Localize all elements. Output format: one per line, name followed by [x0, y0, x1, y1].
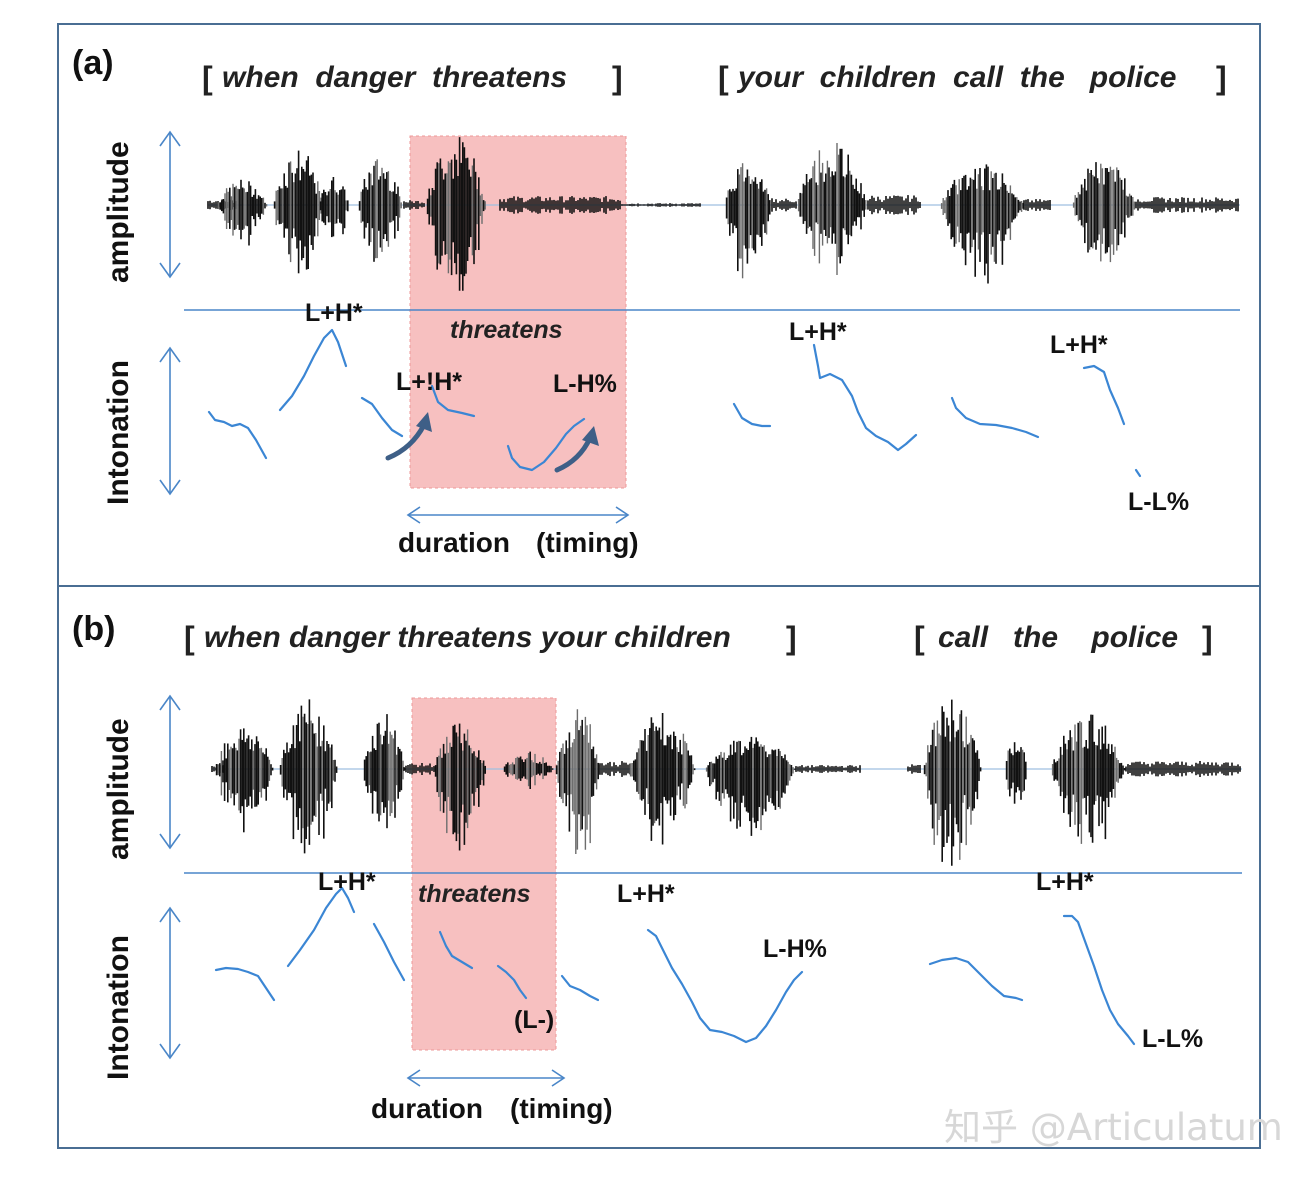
pitch-contours-a — [207, 328, 1142, 478]
phrase1-open-bracket: [ — [202, 60, 213, 96]
waveform-a — [207, 137, 1239, 291]
intonation-axis-label: Intonation — [102, 935, 135, 1080]
tone-label: L-L% — [1142, 1025, 1203, 1053]
timing-label: (timing) — [510, 1093, 613, 1124]
tone-label: L-H% — [763, 935, 827, 963]
watermark: 知乎 @Articulatum — [944, 1106, 1283, 1149]
panel-a-frame — [57, 23, 1261, 587]
tone-label: L+H* — [305, 299, 363, 327]
tone-label: L+H* — [1036, 868, 1094, 896]
highlight-region-threatens — [411, 697, 557, 1051]
phrase2-words: your children call the police — [736, 61, 1176, 94]
phrase1-words: when danger threatens your children — [204, 621, 731, 654]
panel-b: (b) [ when danger threatens your childre… — [57, 585, 1261, 1149]
phrase1-words: when danger threatens — [222, 61, 567, 94]
duration-arrow-b — [406, 1069, 566, 1087]
phrase1-close-bracket: ] — [786, 620, 797, 656]
highlight-word-label: threatens — [418, 880, 531, 908]
tone-label: L-L% — [1128, 488, 1189, 516]
tone-label: L+H* — [617, 880, 675, 908]
phrase2-open-bracket: [ — [914, 620, 925, 656]
phrase1-open-bracket: [ — [184, 620, 195, 656]
intonation-axis-label: Intonation — [102, 360, 135, 505]
intonation-axis-arrow — [159, 906, 181, 1060]
panel-a-label: (a) — [72, 44, 114, 82]
amplitude-axis-label: amplitude — [102, 718, 135, 860]
phrase1-close-bracket: ] — [612, 60, 623, 96]
highlight-word-label: threatens — [450, 316, 563, 344]
tone-label: L+H* — [318, 868, 376, 896]
phrase2-close-bracket: ] — [1202, 620, 1213, 656]
phrase2-close-bracket: ] — [1216, 60, 1227, 96]
tone-label: (L-) — [514, 1006, 554, 1034]
intonation-axis-arrow — [159, 346, 181, 496]
tone-label: L+H* — [1050, 331, 1108, 359]
tone-label: L+!H* — [396, 368, 462, 396]
amplitude-axis-label: amplitude — [102, 141, 135, 283]
phrase2-words: call the police — [938, 621, 1178, 654]
timing-label: (timing) — [536, 527, 639, 558]
phrase2-open-bracket: [ — [718, 60, 729, 96]
duration-arrow-a — [406, 506, 630, 524]
tone-label: L+H* — [789, 318, 847, 346]
pitch-contours-b — [214, 886, 1136, 1046]
waveform-b — [211, 699, 1241, 866]
panel-b-frame — [57, 585, 1261, 1149]
duration-label: duration — [371, 1093, 483, 1124]
tone-label: L-H% — [553, 370, 617, 398]
amplitude-axis-arrow — [159, 694, 181, 850]
panel-a: (a) [ when danger threatens ] [ your chi… — [57, 23, 1261, 587]
rise-arrows-a — [385, 412, 599, 473]
duration-label: duration — [398, 527, 510, 558]
amplitude-axis-arrow — [159, 130, 181, 279]
panel-b-label: (b) — [72, 610, 115, 648]
